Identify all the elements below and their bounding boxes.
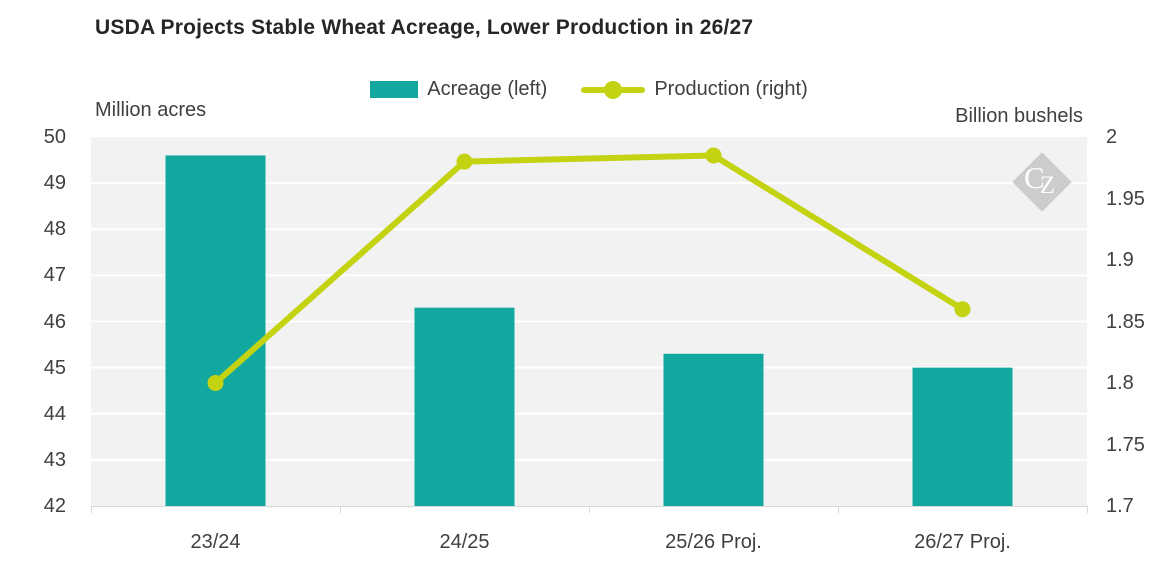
x-axis-tick	[91, 507, 92, 513]
legend: Acreage (left) Production (right)	[91, 78, 1087, 101]
production-marker	[705, 147, 722, 164]
y-axis-tick-left: 45	[43, 356, 66, 379]
production-marker	[456, 153, 473, 170]
x-axis-label: 23/24	[190, 531, 241, 553]
acreage-bar	[912, 367, 1013, 506]
production-marker	[954, 301, 971, 318]
acreage-bar	[414, 307, 515, 506]
x-axis-tick	[589, 507, 590, 513]
y-axis-tick-left: 49	[43, 172, 66, 195]
left-axis-unit-label: Million acres	[95, 99, 207, 121]
chart-title: USDA Projects Stable Wheat Acreage, Lowe…	[95, 16, 754, 39]
x-axis-tick	[838, 507, 839, 513]
legend-label-production: Production (right)	[654, 78, 808, 100]
x-axis-tick	[1087, 507, 1088, 513]
y-axis-tick-left: 46	[43, 310, 66, 333]
legend-label-acreage: Acreage (left)	[427, 78, 548, 100]
y-axis-tick-left: 48	[43, 218, 66, 241]
legend-item-acreage: Acreage (left)	[370, 78, 547, 101]
plot-canvas	[91, 147, 1087, 506]
plot-area	[91, 137, 1087, 506]
y-axis-tick-left: 47	[43, 264, 66, 287]
y-axis-tick-right: 1.85	[1106, 310, 1145, 333]
acreage-bar-swatch-icon	[370, 81, 419, 98]
y-axis-tick-left: 44	[43, 402, 66, 425]
x-axis-tick	[340, 507, 341, 513]
y-axis-tick-right: 2	[1106, 126, 1118, 148]
x-axis-label: 25/26 Proj.	[665, 531, 762, 553]
legend-item-production: Production (right)	[581, 78, 808, 101]
watermark: CZ	[1012, 152, 1072, 212]
y-axis-tick-right: 1.9	[1106, 249, 1134, 271]
y-axis-tick-left: 43	[43, 448, 66, 471]
y-axis-tick-right: 1.8	[1106, 372, 1134, 394]
watermark-letters: CZ	[1024, 160, 1055, 199]
production-line-swatch-icon	[581, 80, 646, 100]
acreage-bar	[663, 353, 764, 506]
x-axis-label: 24/25	[439, 531, 490, 553]
right-axis-unit-label: Billion bushels	[955, 105, 1083, 127]
y-axis-tick-right: 1.95	[1106, 187, 1145, 210]
y-axis-tick-left: 50	[43, 126, 66, 148]
y-axis-tick-right: 1.7	[1106, 495, 1134, 517]
y-axis-tick-right: 1.75	[1106, 433, 1145, 456]
x-axis-label: 26/27 Proj.	[914, 531, 1011, 553]
acreage-bar	[165, 155, 266, 506]
production-line	[212, 152, 966, 386]
x-axis-line	[90, 506, 1088, 507]
production-marker	[207, 375, 224, 391]
y-axis-tick-left: 42	[43, 495, 66, 517]
